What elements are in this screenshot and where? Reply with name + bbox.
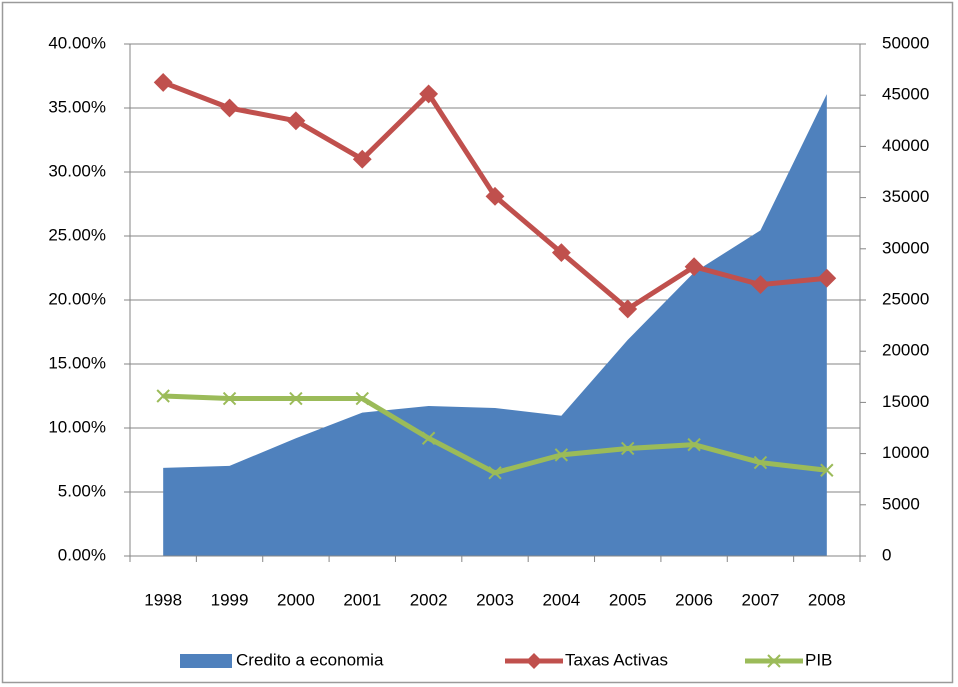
marker — [156, 389, 170, 403]
marker — [554, 448, 569, 462]
x-tick-label: 2006 — [675, 590, 713, 609]
marker — [419, 84, 439, 104]
x-tick-label: 2000 — [277, 590, 315, 609]
marker — [751, 275, 770, 295]
legend-swatch — [180, 654, 232, 668]
y2-tick-label: 40000 — [882, 136, 929, 155]
y2-tick-label: 30000 — [882, 238, 929, 257]
y-tick-label: 20.00% — [48, 289, 106, 308]
marker — [220, 98, 239, 118]
marker — [421, 431, 436, 445]
y-tick-label: 15.00% — [48, 353, 106, 372]
x-tick-label: 2001 — [343, 590, 381, 609]
marker — [817, 268, 837, 288]
y-tick-label: 25.00% — [48, 225, 106, 244]
marker — [684, 257, 704, 277]
y2-tick-label: 45000 — [882, 85, 929, 104]
x-tick-label: 2008 — [808, 590, 846, 609]
area — [163, 94, 827, 557]
legend-label: Credito a economia — [236, 650, 384, 669]
legend-label: Taxas Activas — [565, 650, 668, 669]
legend-marker — [526, 653, 542, 669]
marker — [618, 299, 638, 319]
x-tick-label: 1999 — [211, 590, 249, 609]
y-tick-label: 30.00% — [48, 161, 106, 180]
y2-tick-label: 15000 — [882, 392, 929, 411]
marker — [551, 243, 571, 263]
y2-tick-label: 5000 — [882, 494, 920, 513]
y2-tick-label: 10000 — [882, 443, 929, 462]
marker — [289, 391, 303, 406]
y2-tick-label: 35000 — [882, 187, 929, 206]
y-tick-label: 5.00% — [58, 481, 106, 500]
marker — [153, 72, 173, 92]
x-tick-label: 2002 — [410, 590, 448, 609]
y-tick-label: 10.00% — [48, 417, 106, 436]
marker — [355, 391, 369, 406]
x-tick-label: 2004 — [542, 590, 580, 609]
marker — [352, 149, 372, 169]
marker — [286, 111, 306, 131]
x-tick-label: 2003 — [476, 590, 514, 609]
x-tick-label: 2005 — [609, 590, 647, 609]
marker — [488, 466, 502, 480]
marker — [222, 391, 237, 406]
marker — [485, 186, 505, 206]
y2-tick-label: 50000 — [882, 33, 929, 52]
y-tick-label: 0.00% — [58, 545, 106, 564]
marker — [753, 455, 768, 470]
x-tick-label: 2007 — [742, 590, 780, 609]
x-tick-label: 1998 — [144, 590, 182, 609]
marker — [820, 463, 834, 477]
legend-label: PIB — [805, 650, 832, 669]
y2-tick-label: 0 — [882, 545, 891, 564]
marker — [621, 441, 635, 456]
y-tick-label: 40.00% — [48, 33, 106, 52]
legend-marker — [767, 654, 781, 668]
y-tick-label: 35.00% — [48, 97, 106, 116]
y2-tick-label: 20000 — [882, 341, 929, 360]
marker — [687, 437, 701, 452]
y2-tick-label: 25000 — [882, 289, 929, 308]
